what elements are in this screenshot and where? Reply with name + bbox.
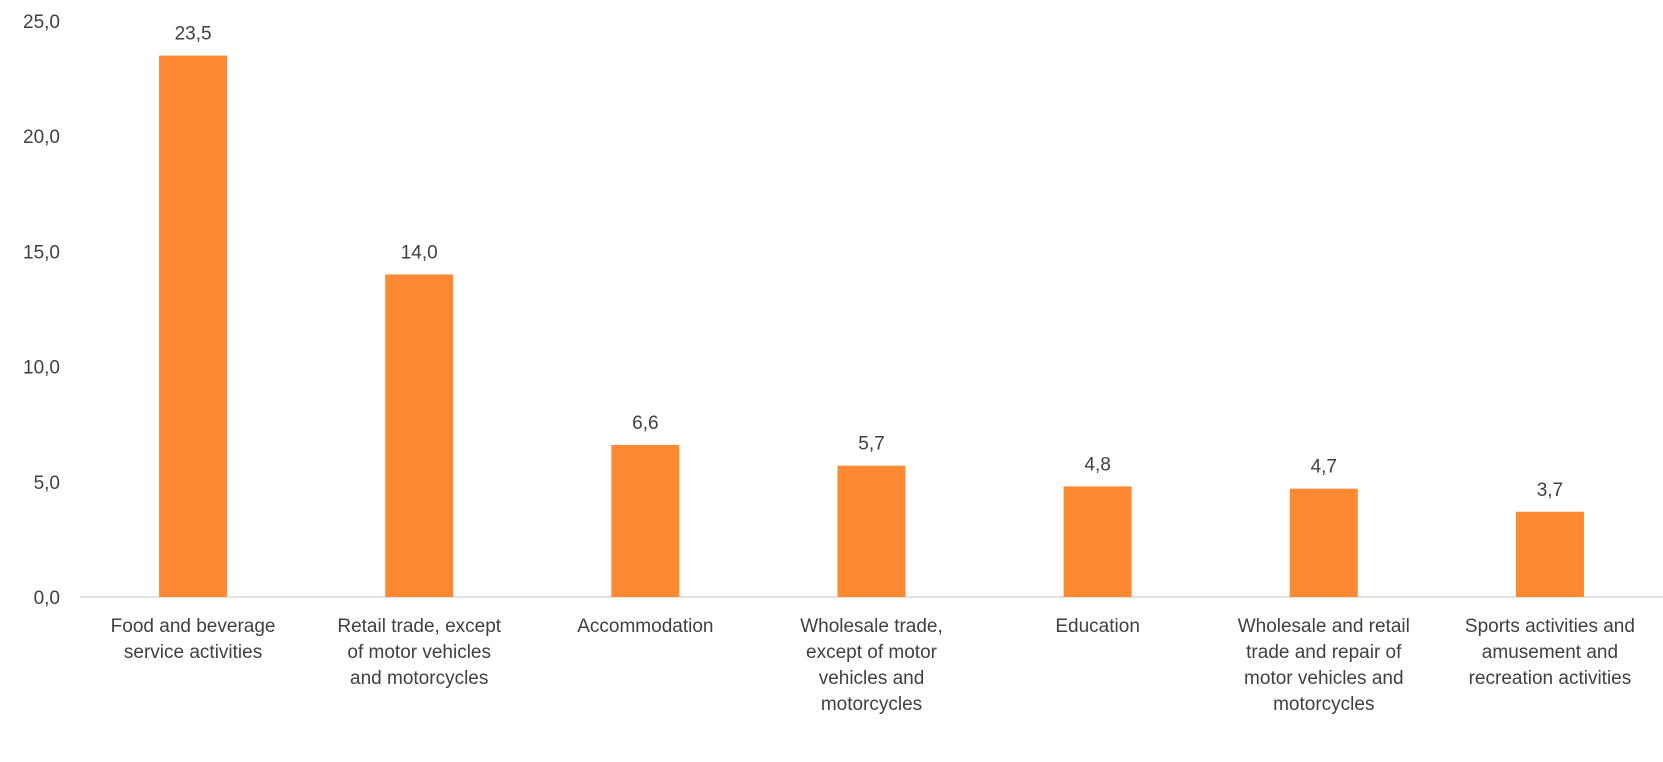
- data-label: 4,7: [1311, 457, 1337, 478]
- category-label: Food and beverage service activities: [111, 616, 276, 663]
- category-label-line: Retail trade, except: [337, 616, 501, 637]
- category-label-line: recreation activities: [1469, 668, 1632, 689]
- category-labels-group: Food and beverage service activities Retai…: [111, 616, 1635, 715]
- y-tick-label: 10,0: [23, 358, 60, 379]
- data-label: 5,7: [858, 434, 884, 455]
- category-label-line: Wholesale trade,: [800, 616, 943, 637]
- bars-group: [159, 55, 1584, 598]
- data-labels-group: 23,5 14,0 6,6 5,7 4,8 4,7 3,7: [175, 24, 1564, 501]
- category-label-line: Accommodation: [577, 616, 713, 637]
- data-label: 14,0: [401, 242, 438, 263]
- data-label: 23,5: [175, 24, 212, 45]
- category-label-line: vehicles and: [819, 668, 925, 689]
- category-label-line: and motorcycles: [350, 668, 488, 689]
- category-label-line: service activities: [124, 642, 262, 663]
- category-label: Accommodation: [577, 616, 713, 637]
- category-label-line: motor vehicles and: [1244, 668, 1403, 689]
- category-label-line: trade and repair of: [1246, 642, 1402, 663]
- category-label-line: Sports activities and: [1465, 616, 1635, 637]
- data-label: 3,7: [1537, 480, 1563, 501]
- y-tick-label: 5,0: [34, 473, 60, 494]
- category-label-line: Food and beverage: [111, 616, 276, 637]
- category-label: Education: [1055, 616, 1140, 637]
- bar: [837, 465, 906, 597]
- y-tick-label: 0,0: [34, 588, 60, 609]
- bar: [159, 55, 228, 598]
- category-label: Retail trade, except of motor vehicles and…: [337, 616, 501, 689]
- category-label: Wholesale and retail trade and repair of m…: [1238, 616, 1410, 715]
- bar: [1063, 486, 1132, 597]
- data-label: 6,6: [632, 413, 658, 434]
- category-label: Wholesale trade, except of motor vehicles …: [800, 616, 943, 715]
- y-axis-ticks: 0,0 5,0 10,0 15,0 20,0 25,0: [23, 12, 60, 609]
- bar: [385, 274, 454, 597]
- category-label-line: of motor vehicles: [347, 642, 491, 663]
- category-label-line: except of motor: [806, 642, 938, 663]
- category-label: Sports activities and amusement and recrea…: [1465, 616, 1635, 689]
- category-label-line: Wholesale and retail: [1238, 616, 1410, 637]
- category-label-line: Education: [1055, 616, 1140, 637]
- data-label: 4,8: [1084, 454, 1110, 475]
- y-tick-label: 20,0: [23, 127, 60, 148]
- bar: [1515, 511, 1584, 597]
- category-label-line: motorcycles: [1273, 694, 1374, 715]
- category-label-line: amusement and: [1482, 642, 1618, 663]
- bar: [1289, 488, 1358, 597]
- y-tick-label: 15,0: [23, 242, 60, 263]
- y-tick-label: 25,0: [23, 12, 60, 33]
- category-label-line: motorcycles: [821, 694, 922, 715]
- bar: [611, 444, 680, 597]
